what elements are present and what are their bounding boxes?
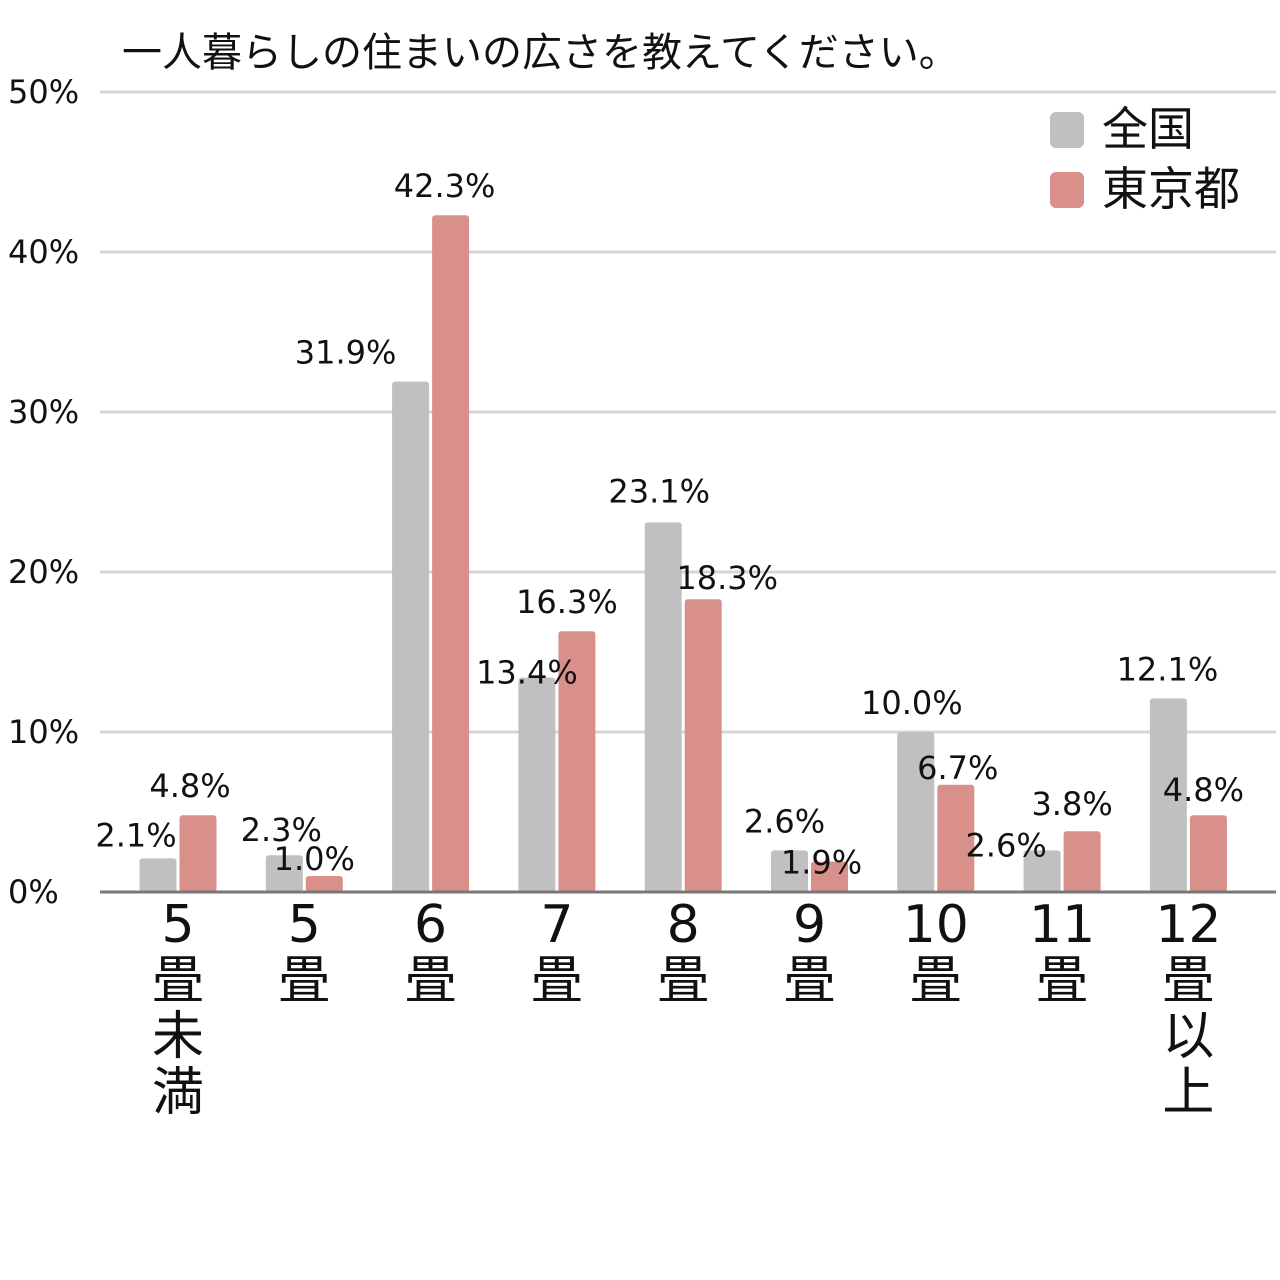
data-label-tokyo-1: 4.8% xyxy=(149,767,230,805)
x-tick-label: 11 畳 xyxy=(1029,895,1095,1011)
data-label-national-7: 10.0% xyxy=(861,684,963,722)
bar-tokyo-1 xyxy=(179,815,217,892)
bar-national-7 xyxy=(897,732,935,892)
legend-swatch-tokyo xyxy=(1050,172,1084,208)
bar-national-5 xyxy=(644,522,682,892)
data-label-tokyo-4: 16.3% xyxy=(516,583,618,621)
chart-title: 一人暮らしの住まいの広さを教えてください。 xyxy=(122,30,959,76)
bar-tokyo-4 xyxy=(558,631,596,892)
data-labels: 2.1% 4.8% 2.3%1.0% 31.9% 42.3% 13.4% 16.3% 23.1… xyxy=(95,167,1244,881)
bar-national-1 xyxy=(139,858,177,892)
bar-tokyo-2 xyxy=(305,876,343,892)
legend-label-tokyo: 東京都 xyxy=(1102,162,1240,216)
bar-national-2 xyxy=(265,855,303,892)
data-label-national-8: 2.6% xyxy=(965,826,1046,864)
data-label-national-5: 23.1% xyxy=(608,472,710,510)
data-label-tokyo-8: 3.8% xyxy=(1031,785,1112,823)
bar-tokyo-9 xyxy=(1189,815,1227,892)
x-tick-label: 12 畳以上 xyxy=(1155,895,1221,1123)
bar-national-6 xyxy=(771,850,808,892)
data-label-national-2: 2.3% xyxy=(241,811,322,849)
bar-tokyo-7 xyxy=(937,784,975,892)
x-tick-label: 5 畳未満 xyxy=(152,895,204,1123)
data-label-tokyo-6: 1.9% xyxy=(781,844,862,882)
y-tick-label: 40% xyxy=(8,233,79,271)
x-tick-label: 10 畳 xyxy=(903,895,969,1011)
gridlines xyxy=(100,90,1276,734)
bar-tokyo-8 xyxy=(1063,831,1101,892)
data-label-national-6: 2.6% xyxy=(744,802,825,840)
bars xyxy=(139,215,1227,892)
data-label-national-4: 13.4% xyxy=(476,654,578,692)
bar-national-8 xyxy=(1023,850,1061,892)
y-tick-label: 30% xyxy=(8,393,79,431)
legend-swatch-national xyxy=(1050,112,1084,148)
bar-national-3 xyxy=(392,381,430,892)
bar-tokyo-5 xyxy=(684,599,722,892)
y-tick-label: 10% xyxy=(8,713,79,751)
data-label-tokyo-3: 42.3% xyxy=(394,167,496,205)
data-label-tokyo-9: 4.8% xyxy=(1163,771,1244,809)
y-tick-label: 50% xyxy=(8,73,79,111)
data-label-national-1: 2.1% xyxy=(95,816,176,854)
legend-label-national: 全国 xyxy=(1102,102,1194,156)
data-label-tokyo-7: 6.7% xyxy=(917,749,998,787)
data-label-national-3: 31.9% xyxy=(295,334,397,372)
data-label-tokyo-5: 18.3% xyxy=(676,559,778,597)
data-label-tokyo-2: 1.0% xyxy=(274,840,355,878)
bar-tokyo-3 xyxy=(432,215,470,892)
y-axis-ticks: 0% 10% 20% 30% 40% 50% xyxy=(8,73,79,911)
x-axis-ticks: 5 畳未満 5 畳 6 畳 7 畳 8 畳 9 畳 10 畳 11 畳 12 畳以上 xyxy=(152,895,1221,1123)
bar-national-4 xyxy=(518,677,556,892)
y-tick-label: 0% xyxy=(8,873,59,911)
data-label-national-9: 12.1% xyxy=(1117,650,1219,688)
y-tick-label: 20% xyxy=(8,553,79,591)
bar-national-9 xyxy=(1149,698,1187,892)
bar-tokyo-6 xyxy=(811,861,848,892)
